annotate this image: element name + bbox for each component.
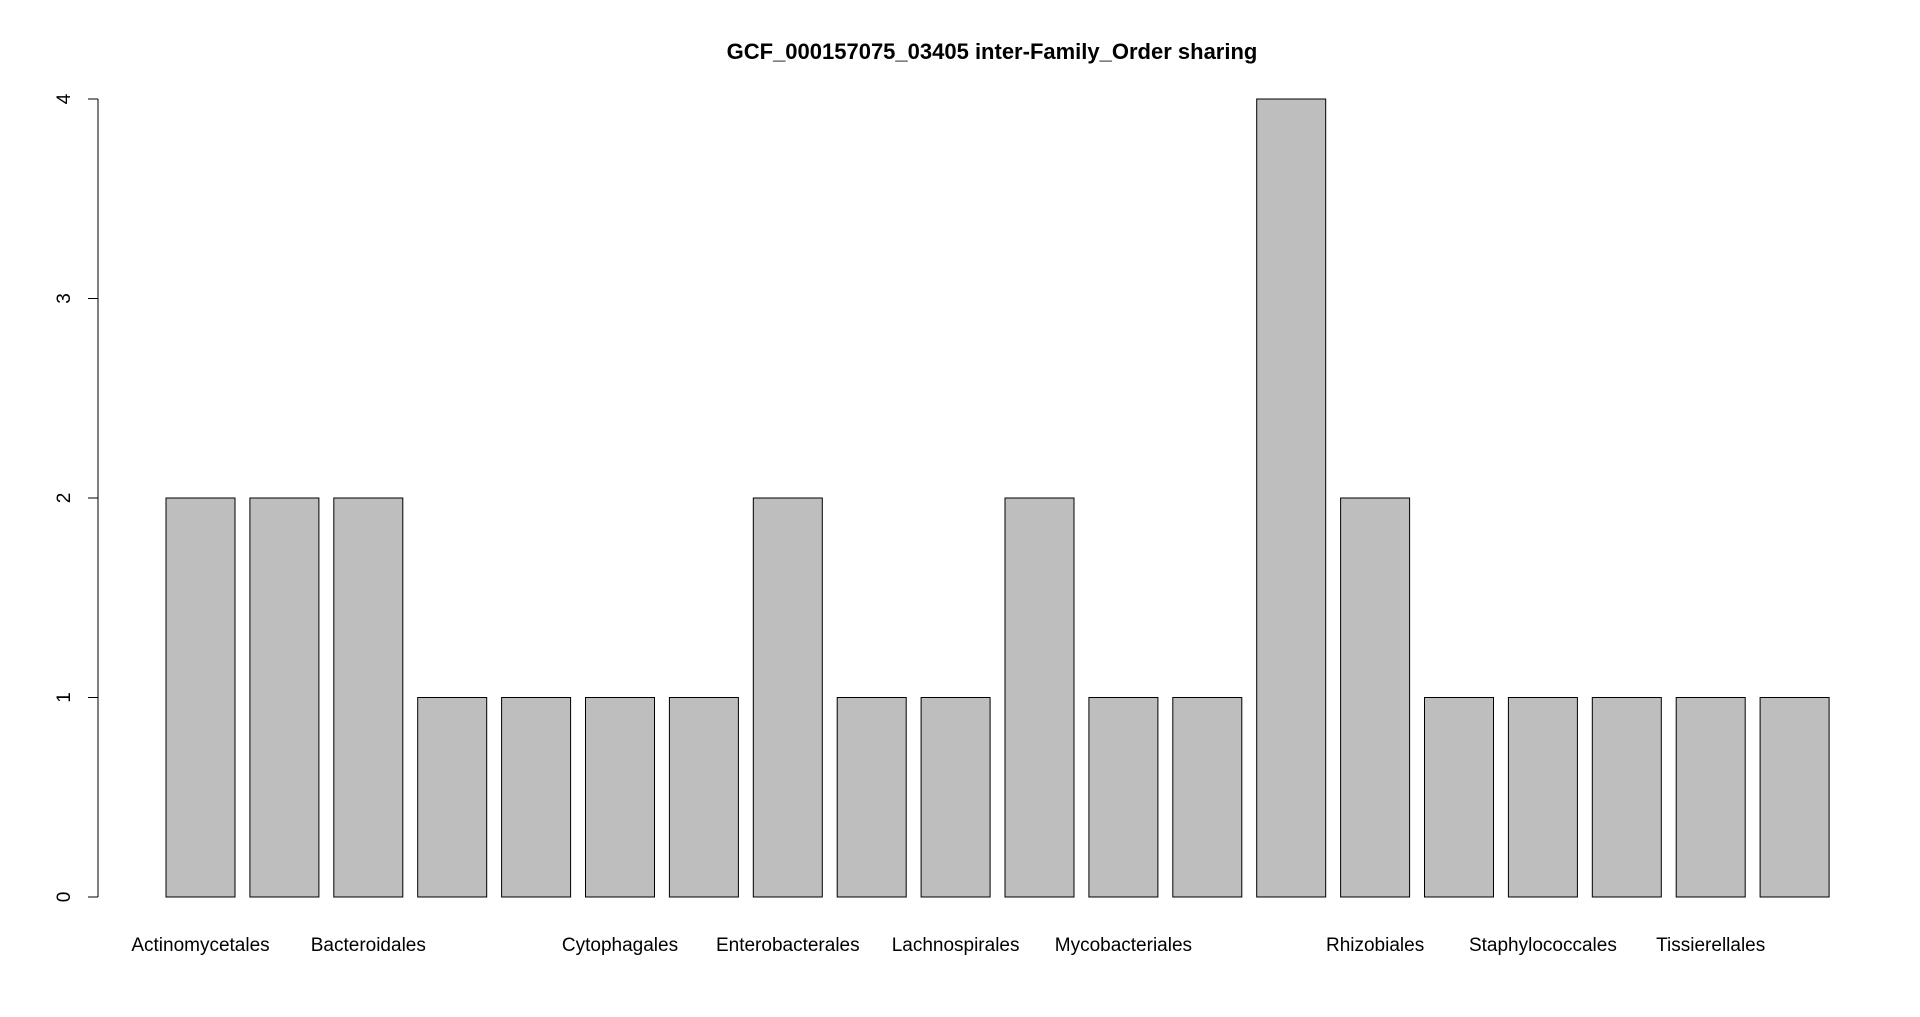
x-tick-label: Mycobacteriales: [1055, 935, 1192, 956]
bar: [417, 697, 488, 898]
bar: [1591, 697, 1662, 898]
y-tick-label: 2: [54, 493, 75, 504]
x-tick-label: Rhizobiales: [1326, 935, 1424, 956]
x-axis-labels: Actinomycetales Bacteroidales Cytophagales…: [131, 935, 1765, 956]
y-axis: 0 1 2 3 4: [54, 93, 99, 903]
y-tick-label: 3: [54, 293, 75, 304]
bar: [1507, 697, 1578, 898]
bar: [585, 697, 655, 898]
x-tick-label: Staphylococcales: [1469, 935, 1617, 956]
bar: [1759, 697, 1830, 898]
x-tick-label: Bacteroidales: [311, 935, 426, 956]
y-tick-label: 0: [54, 892, 75, 903]
x-tick-label: Tissierellales: [1656, 935, 1765, 956]
bar: [1675, 697, 1746, 898]
bar: [1424, 697, 1494, 898]
x-tick-label: Actinomycetales: [131, 935, 269, 956]
x-tick-label: Enterobacterales: [716, 935, 860, 956]
bar: [1172, 697, 1243, 898]
x-tick-label: Lachnospirales: [892, 935, 1020, 956]
bar: [920, 697, 991, 898]
bar: [501, 697, 572, 898]
bar: [752, 497, 823, 898]
bar: [836, 697, 907, 898]
bar: [333, 497, 404, 898]
chart-title: GCF_000157075_03405 inter-Family_Order s…: [727, 39, 1258, 64]
bar: [1340, 497, 1411, 898]
x-tick-label: Cytophagales: [562, 935, 678, 956]
bar: [668, 697, 739, 898]
y-tick-label: 4: [54, 93, 75, 104]
bars: [165, 98, 1830, 898]
bar: [249, 497, 320, 898]
bar: [1256, 98, 1327, 898]
bar: [1088, 697, 1159, 898]
bar: [165, 497, 236, 898]
bar: [1004, 497, 1075, 898]
y-tick-label: 1: [54, 692, 75, 703]
